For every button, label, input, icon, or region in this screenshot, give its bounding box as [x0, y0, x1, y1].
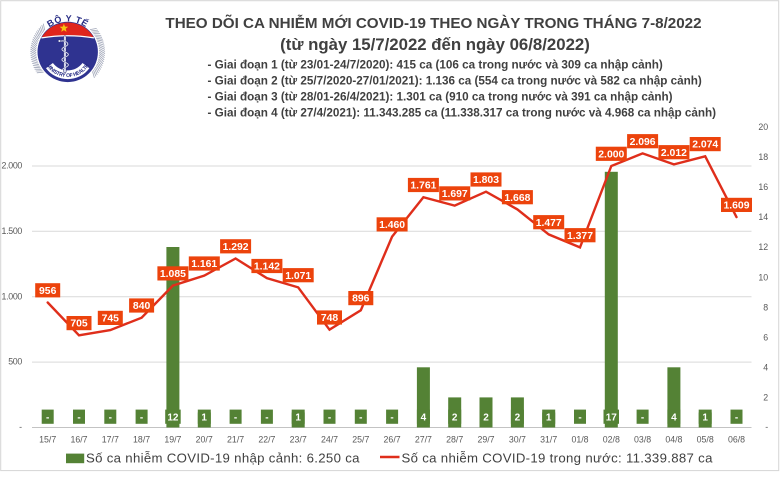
svg-text:25/7: 25/7 [352, 434, 369, 444]
svg-text:-: - [265, 412, 268, 423]
svg-text:05/8: 05/8 [697, 434, 714, 444]
svg-text:27/7: 27/7 [415, 434, 432, 444]
svg-text:2.074: 2.074 [692, 140, 718, 151]
svg-text:-: - [234, 412, 237, 423]
svg-text:1.377: 1.377 [567, 231, 593, 242]
svg-text:4: 4 [763, 363, 768, 373]
svg-text:14: 14 [758, 212, 768, 222]
svg-text:-: - [735, 412, 738, 423]
svg-text:24/7: 24/7 [321, 434, 338, 444]
svg-text:29/7: 29/7 [477, 434, 494, 444]
svg-text:-: - [765, 422, 768, 432]
svg-text:-: - [641, 412, 644, 423]
svg-text:1.292: 1.292 [223, 242, 249, 253]
svg-text:1: 1 [702, 412, 708, 423]
svg-text:-: - [77, 412, 80, 423]
svg-text:18: 18 [758, 152, 768, 162]
svg-text:1: 1 [546, 412, 552, 423]
svg-text:4: 4 [421, 412, 427, 423]
svg-text:-: - [19, 422, 22, 432]
svg-text:-: - [328, 412, 331, 423]
svg-text:2.000: 2.000 [1, 161, 22, 171]
svg-text:15/7: 15/7 [39, 434, 56, 444]
svg-text:- Giai đoạn 2 (từ 25/7/2020-27: - Giai đoạn 2 (từ 25/7/2020-27/01/2021):… [208, 75, 702, 88]
svg-text:748: 748 [321, 313, 339, 324]
svg-text:2.012: 2.012 [661, 148, 687, 159]
svg-text:-: - [46, 412, 49, 423]
svg-text:-: - [390, 412, 393, 423]
svg-text:- Giai đoạn 1 (từ 23/01-24/7/2: - Giai đoạn 1 (từ 23/01-24/7/2020): 415 … [208, 59, 663, 72]
svg-text:31/7: 31/7 [540, 434, 557, 444]
svg-text:-: - [109, 412, 112, 423]
svg-text:745: 745 [102, 314, 120, 325]
svg-text:- Giai đoạn 3 (từ 28/01-26/4/2: - Giai đoạn 3 (từ 28/01-26/4/2021): 1.30… [208, 91, 673, 104]
svg-text:705: 705 [70, 319, 88, 330]
svg-text:4: 4 [671, 412, 677, 423]
svg-text:17/7: 17/7 [102, 434, 119, 444]
svg-text:10: 10 [758, 272, 768, 282]
svg-text:1.609: 1.609 [723, 201, 749, 212]
svg-text:840: 840 [133, 301, 151, 312]
svg-text:02/8: 02/8 [603, 434, 620, 444]
svg-text:06/8: 06/8 [728, 434, 745, 444]
svg-text:2.096: 2.096 [630, 137, 656, 148]
svg-text:1.000: 1.000 [1, 291, 22, 301]
svg-text:2: 2 [763, 393, 768, 403]
svg-text:23/7: 23/7 [290, 434, 307, 444]
svg-text:1.761: 1.761 [410, 181, 436, 192]
svg-text:2: 2 [452, 412, 458, 423]
svg-text:1.085: 1.085 [160, 269, 186, 280]
svg-text:19/7: 19/7 [164, 434, 181, 444]
svg-text:1.142: 1.142 [254, 262, 280, 273]
svg-text:1.460: 1.460 [379, 220, 405, 231]
svg-text:2: 2 [483, 412, 489, 423]
svg-text:2.000: 2.000 [598, 149, 624, 160]
svg-text:16/7: 16/7 [70, 434, 87, 444]
svg-text:896: 896 [352, 294, 370, 305]
svg-text:1.803: 1.803 [473, 175, 499, 186]
svg-text:Số ca nhiễm COVID-19 nhập cảnh: Số ca nhiễm COVID-19 nhập cảnh: 6.250 ca [86, 451, 360, 466]
svg-text:1.161: 1.161 [191, 259, 217, 270]
svg-text:26/7: 26/7 [384, 434, 401, 444]
svg-text:-: - [140, 412, 143, 423]
svg-text:01/8: 01/8 [571, 434, 588, 444]
svg-text:12: 12 [758, 242, 768, 252]
svg-text:30/7: 30/7 [509, 434, 526, 444]
svg-text:Số ca nhiễm COVID-19 trong nướ: Số ca nhiễm COVID-19 trong nước: 11.339.… [402, 451, 714, 466]
svg-text:1.071: 1.071 [285, 271, 311, 282]
svg-text:1: 1 [295, 412, 301, 423]
svg-text:28/7: 28/7 [446, 434, 463, 444]
svg-text:1: 1 [201, 412, 207, 423]
svg-text:21/7: 21/7 [227, 434, 244, 444]
svg-text:16: 16 [758, 182, 768, 192]
svg-text:956: 956 [39, 286, 57, 297]
svg-text:1.668: 1.668 [504, 193, 530, 204]
svg-text:-: - [578, 412, 581, 423]
svg-text:6: 6 [763, 333, 768, 343]
svg-text:04/8: 04/8 [665, 434, 682, 444]
svg-text:- Giai đoạn 4 (từ 27/4/2021):: - Giai đoạn 4 (từ 27/4/2021): 11.343.285… [208, 107, 717, 120]
svg-text:22/7: 22/7 [258, 434, 275, 444]
svg-text:1.477: 1.477 [536, 218, 562, 229]
svg-text:1.500: 1.500 [1, 226, 22, 236]
svg-text:8: 8 [763, 302, 768, 312]
svg-text:17: 17 [606, 412, 618, 423]
svg-text:500: 500 [8, 357, 22, 367]
svg-text:-: - [359, 412, 362, 423]
svg-text:1.697: 1.697 [442, 189, 468, 200]
svg-text:2: 2 [515, 412, 521, 423]
svg-text:03/8: 03/8 [634, 434, 651, 444]
svg-text:12: 12 [167, 412, 179, 423]
svg-text:(từ ngày 15/7/2022 đến ngày 06: (từ ngày 15/7/2022 đến ngày 06/8/2022) [280, 35, 590, 54]
svg-text:20/7: 20/7 [196, 434, 213, 444]
svg-text:THEO DÕI CA NHIỄM MỚI COVID-19: THEO DÕI CA NHIỄM MỚI COVID-19 THEO NGÀY… [165, 14, 701, 32]
svg-text:20: 20 [758, 122, 768, 132]
svg-text:18/7: 18/7 [133, 434, 150, 444]
